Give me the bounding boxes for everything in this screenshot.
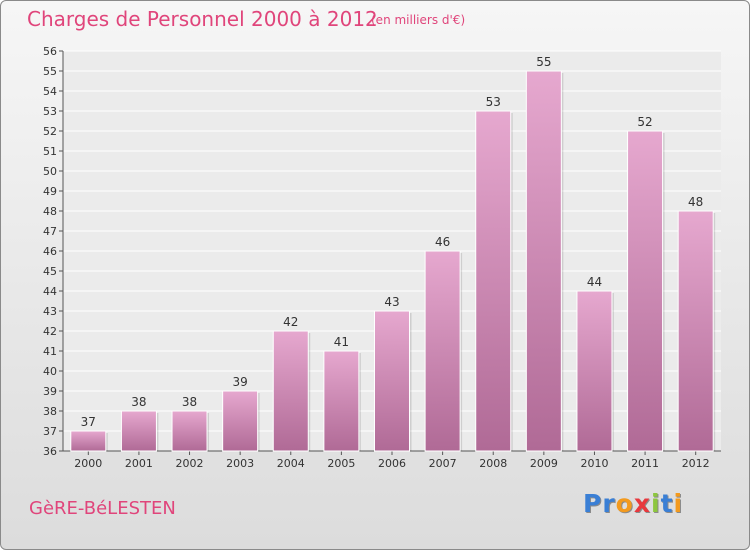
x-tick-label: 2010 bbox=[580, 457, 608, 470]
bar-2012 bbox=[677, 210, 714, 452]
x-tick-label: 2012 bbox=[682, 457, 710, 470]
bar-2000 bbox=[70, 430, 107, 452]
bar-2003 bbox=[222, 390, 259, 452]
y-tick-label: 44 bbox=[43, 285, 57, 298]
y-tick-label: 41 bbox=[43, 345, 57, 358]
bar-2002 bbox=[171, 410, 208, 452]
value-label: 37 bbox=[81, 415, 96, 429]
bar-2007 bbox=[424, 250, 461, 452]
logo-letter: o bbox=[615, 489, 634, 518]
y-tick-label: 51 bbox=[43, 145, 57, 158]
value-label: 55 bbox=[536, 55, 551, 69]
logo-letter: x bbox=[633, 489, 651, 518]
x-tick-label: 2007 bbox=[429, 457, 457, 470]
y-tick-label: 56 bbox=[43, 45, 57, 58]
bar-2010 bbox=[576, 290, 613, 452]
y-tick-label: 45 bbox=[43, 265, 57, 278]
logo-letter: P bbox=[583, 489, 603, 518]
bar-2004 bbox=[272, 330, 309, 452]
y-tick-label: 54 bbox=[43, 85, 57, 98]
y-tick-label: 43 bbox=[43, 305, 57, 318]
value-label: 38 bbox=[131, 395, 146, 409]
labels: 37 2000 38 2001 38 2002 39 2003 42 2004 41 2005 43 20… bbox=[74, 55, 709, 470]
y-tick-label: 50 bbox=[43, 165, 57, 178]
x-tick-label: 2005 bbox=[327, 457, 355, 470]
y-tick-label: 55 bbox=[43, 65, 57, 78]
value-label: 46 bbox=[435, 235, 450, 249]
bar-2011 bbox=[627, 130, 664, 452]
bars bbox=[70, 70, 716, 452]
y-tick-label: 47 bbox=[43, 225, 57, 238]
value-label: 44 bbox=[587, 275, 602, 289]
value-label: 43 bbox=[384, 295, 399, 309]
chart-title: Charges de Personnel 2000 à 2012 bbox=[27, 7, 378, 31]
value-label: 42 bbox=[283, 315, 298, 329]
proxiti-logo[interactable]: Proxiti bbox=[583, 489, 683, 518]
logo-letter: i bbox=[651, 489, 661, 518]
y-tick-label: 46 bbox=[43, 245, 57, 258]
value-label: 41 bbox=[334, 335, 349, 349]
x-tick-label: 2009 bbox=[530, 457, 558, 470]
logo-letter: i bbox=[673, 489, 684, 518]
axes: 36 37 38 39 40 41 42 43 44 45 46 47 48 49 50 51 52 53 54 55… bbox=[43, 45, 721, 458]
logo-letter: r bbox=[602, 489, 616, 518]
value-label: 52 bbox=[637, 115, 652, 129]
commune-name: GèRE-BéLESTEN bbox=[29, 498, 176, 519]
x-tick-label: 2000 bbox=[74, 457, 102, 470]
y-tick-label: 53 bbox=[43, 105, 57, 118]
value-label: 53 bbox=[486, 95, 501, 109]
x-tick-label: 2006 bbox=[378, 457, 406, 470]
x-tick-label: 2001 bbox=[125, 457, 153, 470]
value-label: 39 bbox=[233, 375, 248, 389]
bar-2009 bbox=[525, 70, 562, 452]
x-tick-label: 2004 bbox=[277, 457, 305, 470]
bar-2008 bbox=[475, 110, 512, 452]
x-tick-label: 2003 bbox=[226, 457, 254, 470]
bar-2001 bbox=[120, 410, 157, 452]
y-tick-label: 40 bbox=[43, 365, 57, 378]
x-tick-label: 2002 bbox=[176, 457, 204, 470]
y-tick-label: 48 bbox=[43, 205, 57, 218]
chart-subtitle: (en milliers d'€) bbox=[371, 13, 466, 27]
x-tick-label: 2008 bbox=[479, 457, 507, 470]
x-tick-label: 2011 bbox=[631, 457, 659, 470]
y-tick-label: 39 bbox=[43, 385, 57, 398]
y-tick-label: 42 bbox=[43, 325, 57, 338]
logo-letter: t bbox=[660, 489, 674, 518]
y-tick-label: 38 bbox=[43, 405, 57, 418]
y-tick-label: 52 bbox=[43, 125, 57, 138]
y-tick-label: 36 bbox=[43, 445, 57, 458]
value-label: 38 bbox=[182, 395, 197, 409]
bar-2005 bbox=[323, 350, 360, 452]
bar-2006 bbox=[374, 310, 410, 452]
y-tick-label: 49 bbox=[43, 185, 57, 198]
value-label: 48 bbox=[688, 195, 703, 209]
y-tick-label: 37 bbox=[43, 425, 57, 438]
